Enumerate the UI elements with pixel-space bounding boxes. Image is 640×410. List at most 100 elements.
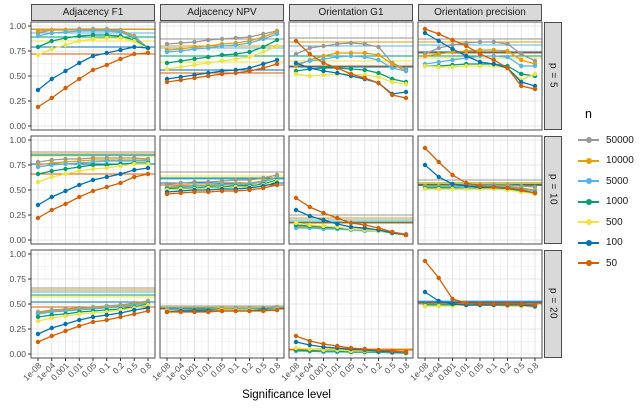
x-axis-label: 0.05 (209, 360, 228, 379)
data-point-5000 (77, 160, 82, 166)
data-point-500 (118, 35, 123, 41)
x-axis-label: 0.05 (338, 360, 357, 379)
data-point-50 (436, 275, 441, 281)
data-point-1000 (63, 166, 68, 172)
data-point-500 (274, 43, 280, 49)
facet-strip-p5: p = 5 (544, 22, 562, 130)
y-axis-label: 0.75 (9, 274, 26, 284)
data-point-1000 (206, 54, 211, 60)
data-point-50 (104, 184, 109, 190)
facet-strip-label: p = 10 (547, 174, 559, 206)
data-point-500 (90, 166, 96, 172)
data-point-100 (118, 310, 123, 316)
data-point-50 (77, 76, 82, 82)
data-point-500 (63, 171, 68, 177)
data-point-50 (233, 70, 238, 76)
data-point-50000 (192, 39, 197, 45)
data-point-50000 (321, 43, 326, 49)
data-point-100 (422, 30, 428, 36)
data-point-50 (206, 73, 211, 79)
data-point-50 (505, 185, 510, 191)
data-point-50 (164, 191, 170, 197)
data-point-5000 (274, 31, 280, 37)
data-point-100 (274, 57, 280, 63)
legend-entry-label: 10000 (606, 155, 634, 167)
data-point-1000 (35, 314, 41, 320)
data-point-5000 (321, 56, 326, 62)
data-point-1000 (519, 71, 524, 77)
data-point-50 (403, 232, 409, 238)
data-point-50 (519, 301, 524, 307)
data-point-10000 (335, 50, 340, 56)
data-point-5000 (233, 42, 238, 48)
legend-key-icon (578, 137, 599, 144)
legend-entry-label: 5000 (606, 175, 629, 187)
data-point-10000 (491, 47, 496, 53)
data-point-500 (90, 310, 96, 316)
data-point-50 (293, 38, 299, 44)
data-point-1000 (376, 70, 381, 76)
data-point-50000 (505, 41, 510, 47)
data-point-500 (436, 186, 441, 192)
y-axis-label: 0.25 (9, 324, 26, 334)
facet-strip-orientation-precision: Orientation precision (418, 4, 542, 21)
data-point-500 (477, 63, 483, 69)
data-point-50 (274, 61, 280, 67)
data-point-50 (35, 215, 41, 221)
data-point-5000 (505, 54, 510, 60)
data-point-50 (307, 204, 312, 210)
data-point-50 (77, 323, 82, 329)
data-point-5000 (403, 68, 409, 74)
legend-entry-100: 100 (578, 233, 638, 254)
legend-entry-50: 50 (578, 253, 638, 274)
facet-panel-border (417, 135, 543, 245)
data-point-50 (532, 86, 538, 92)
data-point-100 (422, 162, 428, 168)
data-point-500 (35, 318, 41, 324)
data-point-50000 (362, 41, 367, 47)
data-point-5000 (164, 49, 170, 55)
data-point-50 (321, 210, 326, 216)
y-axis-label: 1.00 (9, 135, 26, 145)
data-point-500 (164, 66, 170, 72)
data-point-50 (335, 343, 340, 349)
data-point-50 (403, 349, 409, 355)
data-point-50 (118, 180, 123, 186)
facet-strip-adjacency-f1: Adjacency F1 (31, 4, 155, 21)
data-point-50 (233, 188, 238, 194)
data-point-50 (390, 229, 395, 235)
data-point-500 (422, 303, 428, 309)
data-point-50000 (164, 41, 170, 47)
x-axis-label: 0.8 (525, 360, 541, 376)
data-point-100 (422, 289, 428, 295)
data-point-500 (307, 346, 312, 352)
facet-strip-orientation-g1: Orientation G1 (289, 4, 413, 21)
data-point-50 (49, 207, 54, 213)
legend-key-icon (578, 178, 599, 185)
data-point-5000 (376, 57, 381, 63)
data-point-50000 (233, 177, 238, 183)
data-point-50 (307, 51, 312, 57)
data-point-50 (77, 194, 82, 200)
data-point-50 (464, 300, 469, 306)
data-point-100 (63, 68, 68, 74)
data-point-500 (532, 71, 538, 77)
data-point-500 (49, 174, 54, 180)
data-point-50 (90, 67, 96, 73)
y-axis-label: 0.75 (9, 46, 26, 56)
data-point-500 (35, 179, 41, 185)
data-point-5000 (35, 164, 41, 170)
data-point-50000 (293, 51, 299, 57)
data-point-50 (505, 65, 510, 71)
data-point-50 (450, 296, 455, 302)
x-axis-label: 0.05 (80, 360, 99, 379)
data-point-100 (348, 224, 354, 230)
data-point-50 (178, 190, 183, 196)
y-axis-label: 1.00 (9, 21, 26, 31)
data-point-500 (321, 223, 326, 229)
legend-key-icon (578, 239, 599, 246)
data-point-100 (132, 44, 137, 50)
data-point-500 (63, 42, 68, 48)
data-point-10000 (519, 57, 524, 63)
legend-entry-label: 50000 (606, 134, 634, 146)
